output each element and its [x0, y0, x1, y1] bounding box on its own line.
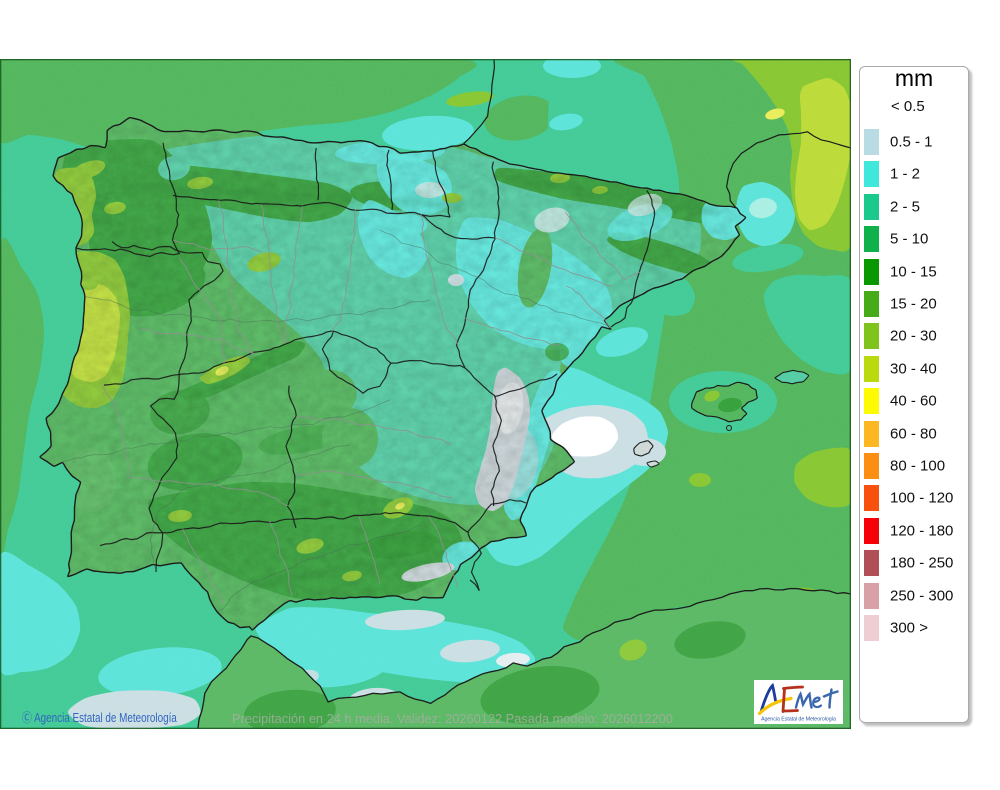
svg-text:Agencia Estatal de Meteorologí: Agencia Estatal de Meteorología: [761, 717, 836, 723]
